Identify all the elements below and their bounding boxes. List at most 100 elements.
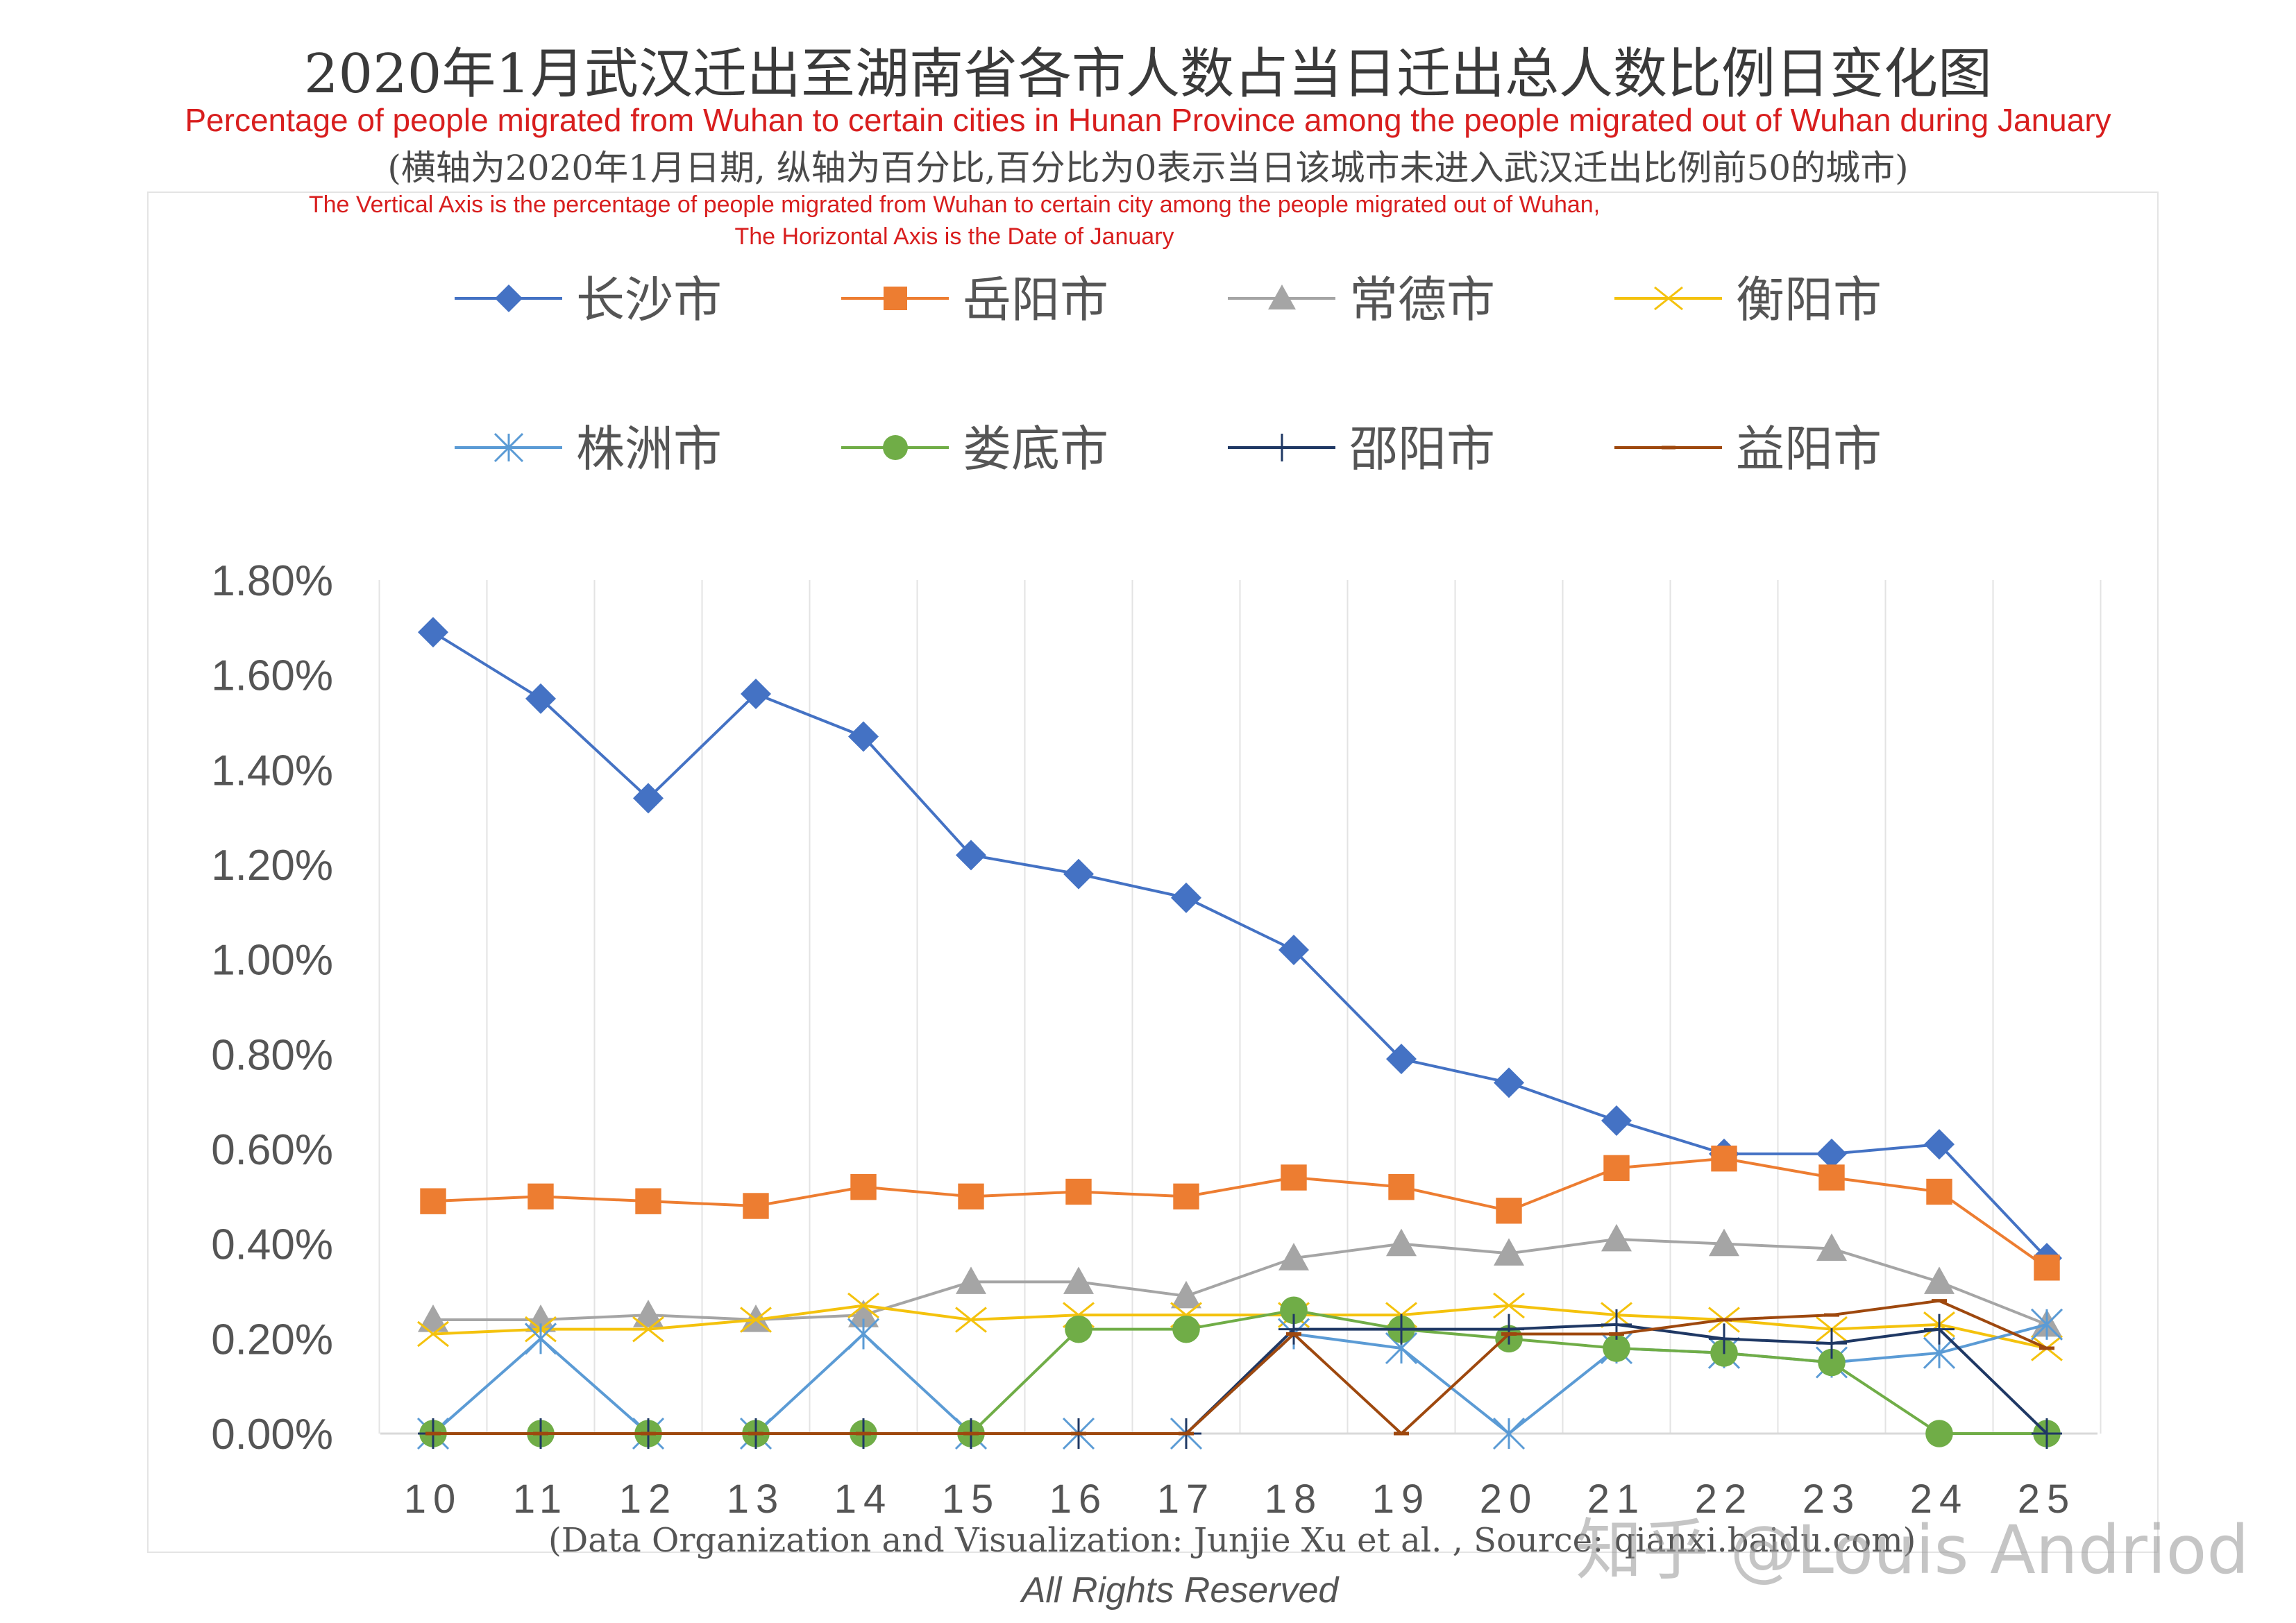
- x-tick-label: 17: [1157, 1477, 1216, 1522]
- data-point: [741, 679, 771, 709]
- x-tick-label: 22: [1695, 1477, 1754, 1522]
- data-point: [418, 1305, 448, 1332]
- y-tick-label: 0.40%: [211, 1221, 333, 1269]
- data-point: [1494, 1314, 1524, 1345]
- data-point: [1278, 1243, 1309, 1271]
- data-point: [1281, 1164, 1307, 1191]
- x-tick-label: 16: [1049, 1477, 1108, 1522]
- data-point: [1280, 1296, 1308, 1325]
- data-point: [1924, 1314, 1955, 1345]
- data-point: [1601, 1223, 1632, 1252]
- data-point: [417, 1320, 449, 1348]
- data-point: [1063, 858, 1094, 890]
- data-point: [1711, 1145, 1737, 1172]
- data-point: [740, 1307, 772, 1333]
- chart-subtitle-zh: (横轴为2020年1月日期, 纵轴为百分比,百分比为0表示当日该城市未进入武汉迁…: [387, 148, 1909, 188]
- data-point: [1494, 1067, 1524, 1098]
- credit-line: (Data Organization and Visualization: Ju…: [548, 1521, 1916, 1560]
- x-tick-label: 23: [1803, 1477, 1862, 1522]
- legend-marker: [884, 287, 907, 310]
- x-tick-label: 25: [2018, 1477, 2077, 1522]
- y-tick-label: 1.80%: [211, 557, 333, 605]
- data-point: [1601, 1105, 1632, 1136]
- y-tick-label: 1.00%: [211, 937, 333, 985]
- axis-note-horizontal: The Horizontal Axis is the Date of Janua…: [734, 223, 1174, 250]
- data-point: [1171, 1280, 1201, 1309]
- data-point: [1386, 1228, 1417, 1257]
- data-point: [1494, 1238, 1524, 1266]
- data-point: [958, 1183, 984, 1210]
- data-point: [1065, 1315, 1092, 1343]
- data-point: [1924, 1129, 1955, 1160]
- data-point: [1493, 1292, 1525, 1319]
- axis-note-vertical: The Vertical Axis is the percentage of p…: [308, 192, 1601, 218]
- data-point: [1924, 1266, 1955, 1294]
- data-point: [2034, 1255, 2060, 1281]
- data-point: [1925, 1420, 1953, 1447]
- data-point: [2032, 1418, 2062, 1449]
- legend-label: 常德市: [1349, 271, 1495, 328]
- legend-label: 益阳市: [1736, 420, 1882, 477]
- data-point: [1816, 1233, 1847, 1261]
- chart-frame: [147, 192, 2159, 1553]
- data-point: [633, 783, 664, 814]
- data-point: [1172, 1315, 1200, 1343]
- data-point: [633, 1300, 664, 1327]
- y-tick-label: 1.20%: [211, 842, 333, 890]
- legend-label: 邵阳市: [1349, 420, 1495, 477]
- data-point: [527, 1183, 554, 1210]
- data-point: [1065, 1178, 1092, 1205]
- x-tick-label: 21: [1587, 1477, 1646, 1522]
- chart-title-zh: 2020年1月武汉迁出至湖南省各市人数占当日迁出总人数比例日变化图: [303, 43, 1993, 105]
- data-point: [1603, 1155, 1630, 1182]
- x-tick-label: 19: [1372, 1477, 1431, 1522]
- series-line-3: [433, 1237, 2048, 1326]
- data-point: [1173, 1183, 1199, 1210]
- legend-marker: [493, 432, 524, 463]
- data-point: [525, 1305, 556, 1332]
- chart-title-en: Percentage of people migrated from Wuhan…: [185, 102, 2111, 138]
- data-point: [848, 721, 879, 752]
- legend-label: 株洲市: [576, 420, 722, 477]
- series-line-8: [433, 1299, 2048, 1436]
- data-point: [1386, 1044, 1417, 1075]
- y-tick-label: 0.00%: [211, 1411, 333, 1459]
- data-point: [1603, 1334, 1630, 1362]
- x-tick-label: 13: [727, 1477, 786, 1522]
- data-point: [1063, 1266, 1094, 1294]
- y-tick-label: 1.40%: [211, 747, 333, 794]
- legend-label: 长沙市: [576, 271, 722, 328]
- data-point: [847, 1318, 880, 1350]
- data-point: [420, 1188, 446, 1214]
- data-point: [1388, 1173, 1415, 1200]
- legend-marker: [1268, 284, 1296, 309]
- legend-marker: [1654, 286, 1683, 311]
- data-point: [632, 1316, 664, 1343]
- data-point: [956, 1266, 986, 1294]
- x-tick-label: 20: [1480, 1477, 1539, 1522]
- watermark: 知乎 @Louis Andriod: [1576, 1511, 2249, 1589]
- series-line-4: [432, 1304, 2048, 1350]
- data-point: [1492, 1417, 1526, 1450]
- x-tick-label: 10: [404, 1477, 463, 1522]
- data-point: [1709, 1323, 1739, 1354]
- y-tick-label: 1.60%: [211, 652, 333, 700]
- data-point: [1278, 1314, 1309, 1345]
- x-tick-label: 11: [513, 1477, 568, 1522]
- data-point: [1496, 1198, 1522, 1224]
- legend-label: 娄底市: [963, 420, 1108, 477]
- x-tick-label: 24: [1910, 1477, 1969, 1522]
- data-point: [743, 1193, 769, 1219]
- y-tick-label: 0.80%: [211, 1031, 333, 1079]
- data-point: [847, 1292, 879, 1319]
- data-point: [1816, 1138, 1847, 1169]
- data-point: [1926, 1178, 1952, 1205]
- data-point: [850, 1173, 877, 1200]
- x-tick-label: 18: [1265, 1477, 1324, 1522]
- data-point: [1818, 1164, 1845, 1191]
- x-tick-label: 12: [619, 1477, 678, 1522]
- legend-marker: [883, 435, 908, 460]
- legend-marker: [1268, 434, 1296, 461]
- y-tick-label: 0.60%: [211, 1126, 333, 1174]
